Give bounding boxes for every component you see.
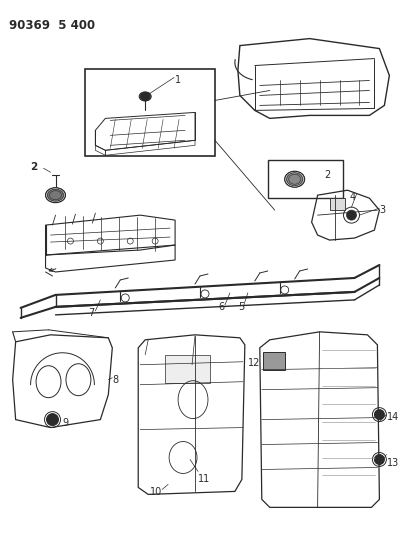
- Text: 4: 4: [349, 192, 355, 202]
- Text: 6: 6: [217, 302, 224, 312]
- Ellipse shape: [47, 189, 64, 201]
- Bar: [165, 355, 209, 383]
- Bar: [329, 198, 344, 210]
- Ellipse shape: [285, 172, 303, 186]
- Bar: [267, 160, 342, 198]
- Text: 1: 1: [175, 75, 181, 85]
- Ellipse shape: [140, 92, 150, 100]
- Text: 14: 14: [386, 411, 399, 422]
- Text: 12: 12: [247, 358, 260, 368]
- Bar: [262, 352, 284, 370]
- Text: 5: 5: [237, 302, 243, 312]
- Text: 13: 13: [386, 457, 399, 467]
- Bar: [85, 69, 214, 156]
- Text: 90369  5 400: 90369 5 400: [9, 19, 94, 31]
- Text: 7: 7: [88, 308, 94, 318]
- Text: 8: 8: [112, 375, 118, 385]
- Text: 3: 3: [378, 205, 385, 215]
- Circle shape: [373, 410, 384, 419]
- Circle shape: [47, 414, 58, 425]
- Text: 2: 2: [30, 162, 38, 172]
- Circle shape: [345, 210, 356, 220]
- Text: 11: 11: [198, 474, 210, 484]
- Circle shape: [373, 455, 384, 464]
- Text: 9: 9: [62, 417, 68, 427]
- Text: 10: 10: [150, 487, 162, 497]
- Text: 2: 2: [324, 170, 330, 180]
